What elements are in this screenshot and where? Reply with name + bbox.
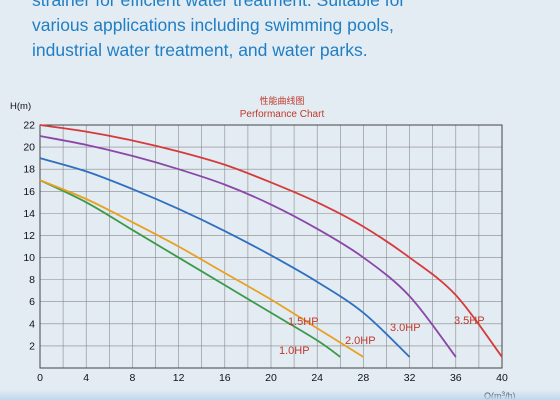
series-label-2-0hp: 2.0HP — [345, 335, 376, 347]
description-line-3: industrial water treatment, and water pa… — [32, 40, 368, 60]
series-line-3-0hp — [39, 135, 457, 358]
performance-chart: 性能曲线图 Performance Chart H(m) Q(m3/h) 048… — [10, 95, 516, 400]
y-tick-label: 16 — [23, 186, 35, 198]
y-tick-label: 18 — [23, 164, 35, 176]
y-tick-label: 6 — [29, 296, 35, 308]
y-tick-label: 4 — [29, 318, 35, 330]
x-tick-label: 4 — [83, 372, 89, 384]
y-tick-label: 20 — [23, 142, 35, 154]
x-tick-label: 36 — [450, 372, 462, 384]
description-line-2: various applications including swimming … — [32, 15, 394, 35]
y-tick-label: 8 — [29, 274, 35, 286]
y-tick-label: 12 — [23, 230, 35, 242]
x-tick-label: 20 — [265, 372, 277, 384]
x-tick-label: 32 — [404, 372, 416, 384]
series-line-3-5hp — [39, 124, 503, 358]
series-label-3-0hp: 3.0HP — [390, 322, 421, 334]
series-line-2-0hp — [39, 157, 411, 358]
x-tick-label: 12 — [173, 372, 185, 384]
y-tick-label: 2 — [29, 340, 35, 352]
series-label-1-5hp: 1.5HP — [288, 316, 319, 328]
y-tick-label: 14 — [23, 208, 35, 220]
decorative-wave — [0, 390, 560, 400]
chart-title-cn: 性能曲线图 — [259, 95, 304, 107]
series-label-1-0hp: 1.0HP — [279, 345, 310, 357]
chart-title: Performance Chart — [240, 109, 325, 120]
series-label-3-5hp: 3.5HP — [454, 315, 485, 327]
series-line-1-5hp — [39, 179, 364, 358]
x-tick-label: 40 — [496, 372, 508, 384]
description-line-1: strainer for efficient water treatment. … — [32, 0, 406, 10]
x-tick-label: 24 — [311, 372, 323, 384]
y-axis-label: H(m) — [10, 101, 31, 112]
y-tick-label: 10 — [23, 252, 35, 264]
series-line-1-0hp — [39, 179, 341, 358]
product-description: strainer for efficient water treatment. … — [32, 0, 552, 63]
x-tick-label: 0 — [37, 372, 43, 384]
plot-frame — [39, 124, 503, 369]
x-tick-label: 28 — [358, 372, 370, 384]
y-tick-label: 22 — [23, 120, 35, 132]
x-tick-label: 16 — [219, 372, 231, 384]
x-tick-label: 8 — [129, 372, 135, 384]
